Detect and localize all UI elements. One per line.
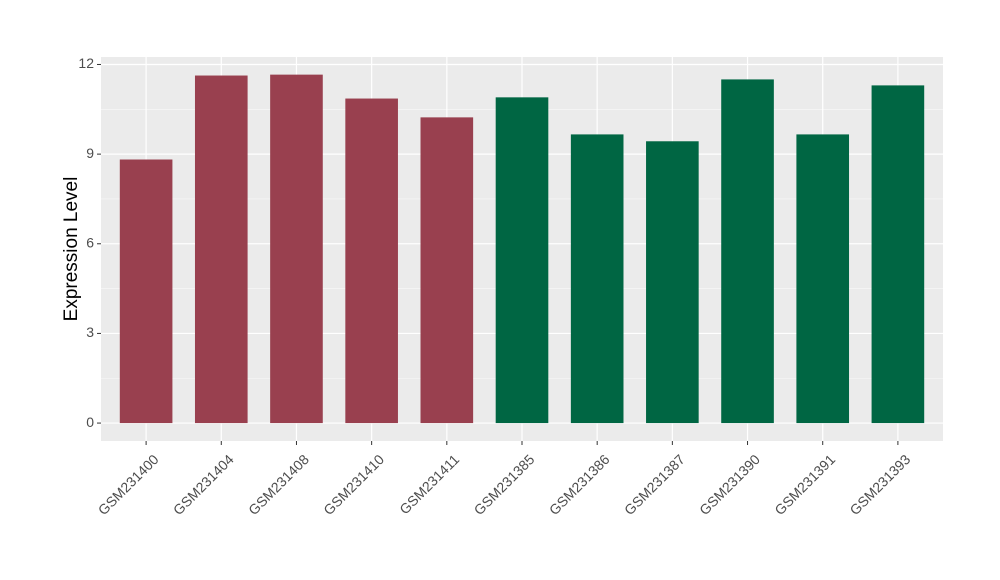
bar: [570, 134, 624, 424]
bar: [119, 159, 173, 424]
x-tick-label: GSM231400: [95, 451, 162, 518]
x-tick-label: GSM231391: [771, 451, 838, 518]
x-tick-label: GSM231390: [696, 451, 763, 518]
bar: [796, 134, 850, 424]
y-tick-label: 6: [86, 234, 94, 250]
bar: [871, 85, 925, 424]
bar: [345, 98, 398, 424]
y-tick-label: 9: [86, 145, 94, 161]
x-tick-label: GSM231404: [170, 451, 237, 518]
y-tick-label: 0: [86, 414, 94, 430]
y-axis-label: Expression Level: [61, 177, 82, 322]
x-tick-label: GSM231386: [546, 451, 613, 518]
x-tick-label: GSM231385: [471, 451, 538, 518]
bar: [270, 74, 323, 424]
bar: [646, 141, 699, 424]
bar: [194, 75, 248, 424]
x-tick-label: GSM231387: [621, 451, 688, 518]
x-tick-label: GSM231408: [245, 451, 312, 518]
x-tick-label: GSM231393: [846, 451, 913, 518]
bar: [721, 79, 774, 424]
y-tick-label: 3: [86, 324, 94, 340]
y-tick-label: 12: [78, 55, 94, 71]
bar: [420, 117, 474, 424]
x-tick-label: GSM231411: [396, 451, 462, 517]
x-tick-label: GSM231410: [320, 451, 387, 518]
bar: [495, 97, 549, 424]
